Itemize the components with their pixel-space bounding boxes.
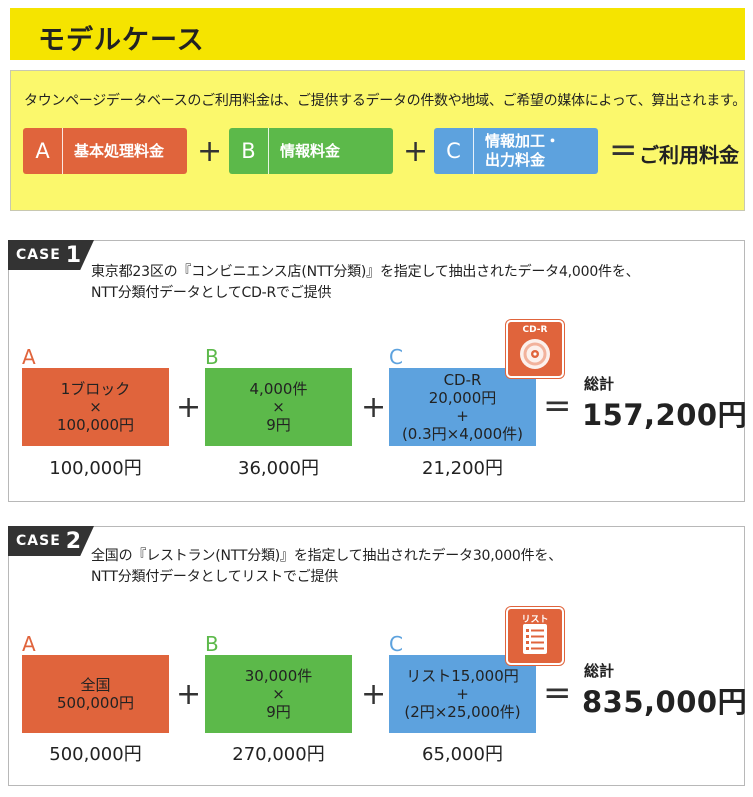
case-1-letter-a: A — [22, 345, 36, 369]
case-1-letter-b: B — [205, 345, 219, 369]
equals-sign: = — [609, 130, 638, 170]
case-1-basic-fee-box: 1ブロック × 100,000円 — [22, 368, 169, 446]
formula-description: タウンページデータベースのご利用料金は、ご提供するデータの件数や地域、ご希望の媒… — [24, 93, 746, 109]
case-1-total-label: 総計 — [584, 375, 615, 393]
plus-sign: + — [403, 134, 429, 169]
info-fee-pill: B 情報料金 — [229, 128, 393, 174]
page-title: モデルケース — [38, 25, 205, 56]
plus-sign: + — [361, 390, 387, 425]
case-1-processing-fee-box: CD-R 20,000円 + (0.3円×4,000件) — [389, 368, 536, 446]
usage-fee-label: ご利用料金 — [639, 143, 739, 167]
pill-letter-c: C — [434, 128, 474, 174]
list-document-icon: リスト — [506, 607, 564, 665]
processing-fee-pill: C 情報加工・ 出力料金 — [434, 128, 598, 174]
cd-disc-icon: CD-R — [506, 320, 564, 378]
processing-fee-label: 情報加工・ 出力料金 — [485, 132, 561, 169]
case-2-letter-c: C — [389, 632, 403, 656]
case-2-info-fee-amount: 270,000円 — [232, 744, 325, 765]
case-2-total-label: 総計 — [584, 662, 615, 680]
case-2-total-value: 835,000円 — [582, 685, 748, 719]
basic-fee-pill: A 基本処理料金 — [23, 128, 187, 174]
pricing-formula-box: タウンページデータベースのご利用料金は、ご提供するデータの件数や地域、ご希望の媒… — [10, 70, 746, 211]
case-1-basic-fee-amount: 100,000円 — [49, 458, 142, 479]
case-1-letter-c: C — [389, 345, 403, 369]
case-2-tag: CASE 2 — [8, 526, 94, 556]
pill-letter-a: A — [23, 128, 63, 174]
plus-sign: + — [197, 134, 223, 169]
equals-sign: = — [543, 386, 572, 426]
case-1-processing-fee-amount: 21,200円 — [422, 458, 503, 479]
case-2-info-fee-box: 30,000件 × 9円 — [205, 655, 352, 733]
plus-sign: + — [361, 677, 387, 712]
case-2-letter-a: A — [22, 632, 36, 656]
case-2-processing-fee-amount: 65,000円 — [422, 744, 503, 765]
case-2-processing-fee-box: リスト15,000円 + (2円×25,000件) — [389, 655, 536, 733]
plus-sign: + — [176, 390, 202, 425]
case-1-info-fee-box: 4,000件 × 9円 — [205, 368, 352, 446]
case-1-info-fee-amount: 36,000円 — [238, 458, 319, 479]
plus-sign: + — [176, 677, 202, 712]
case-2-basic-fee-amount: 500,000円 — [49, 744, 142, 765]
basic-fee-label: 基本処理料金 — [74, 141, 165, 160]
case-1-tag: CASE 1 — [8, 240, 94, 270]
case-1-description: 東京都23区の『コンビニエンス店(NTT分類)』を指定して抽出されたデータ4,0… — [91, 264, 640, 301]
case-2-description: 全国の『レストラン(NTT分類)』を指定して抽出されたデータ30,000件を、 … — [91, 548, 563, 585]
case-2-letter-b: B — [205, 632, 219, 656]
pill-letter-b: B — [229, 128, 269, 174]
case-2-basic-fee-box: 全国 500,000円 — [22, 655, 169, 733]
equals-sign: = — [543, 673, 572, 713]
title-bar: モデルケース — [10, 8, 745, 60]
info-fee-label: 情報料金 — [280, 141, 341, 160]
case-1-total-value: 157,200円 — [582, 398, 748, 432]
